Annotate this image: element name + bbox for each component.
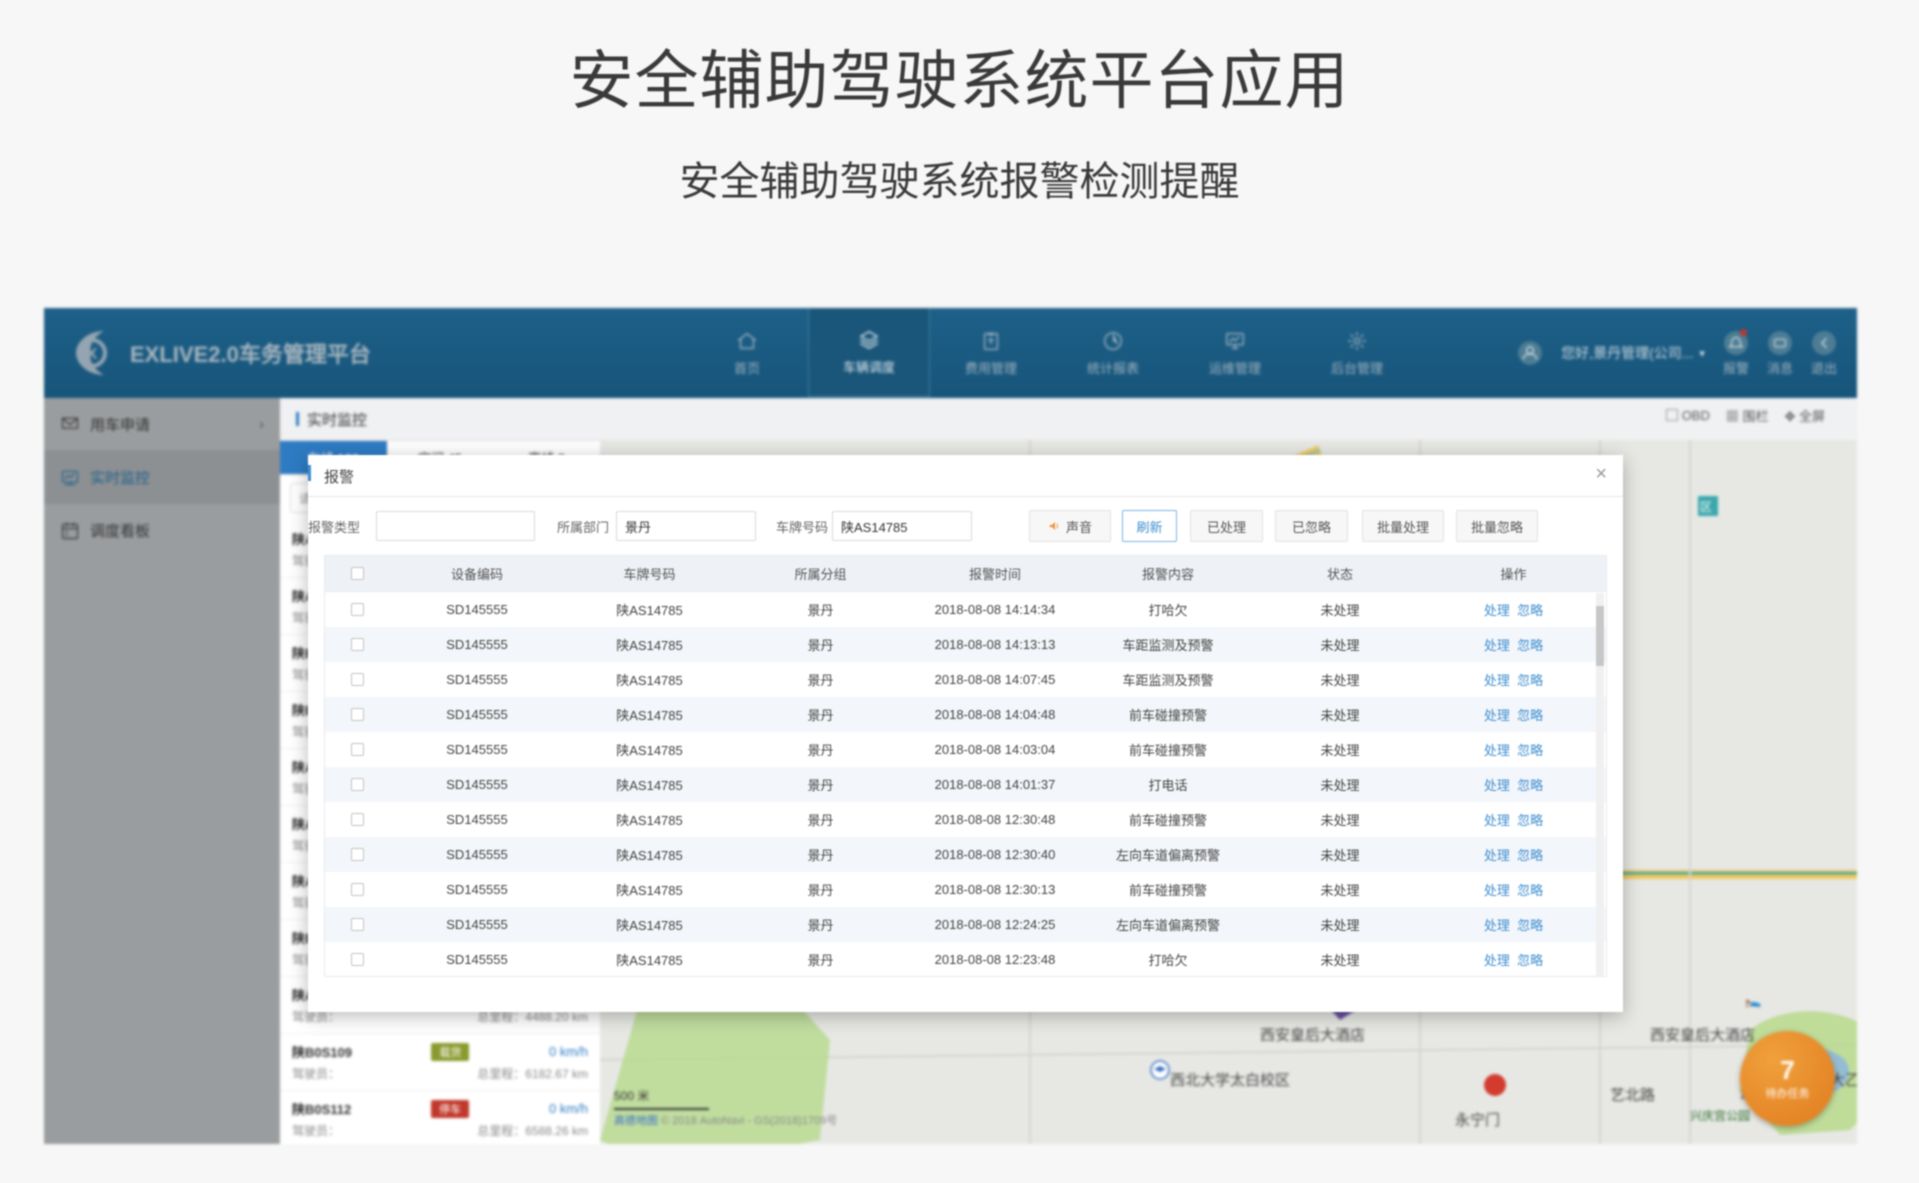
svg-text:艺北路: 艺北路 — [1610, 1087, 1655, 1104]
svg-text:西安皇后大酒店: 西安皇后大酒店 — [1260, 1027, 1365, 1044]
svg-text:🛌: 🛌 — [1745, 993, 1761, 1008]
svg-text:西北大学太白校区: 西北大学太白校区 — [1170, 1072, 1290, 1089]
svg-text:区: 区 — [1700, 500, 1712, 514]
svg-text:永宁门: 永宁门 — [1455, 1112, 1500, 1129]
svg-text:X: X — [87, 346, 98, 363]
svg-text:兴庆宫公园: 兴庆宫公园 — [1690, 1108, 1750, 1123]
svg-text:西安皇后大酒店: 西安皇后大酒店 — [1650, 1027, 1755, 1044]
